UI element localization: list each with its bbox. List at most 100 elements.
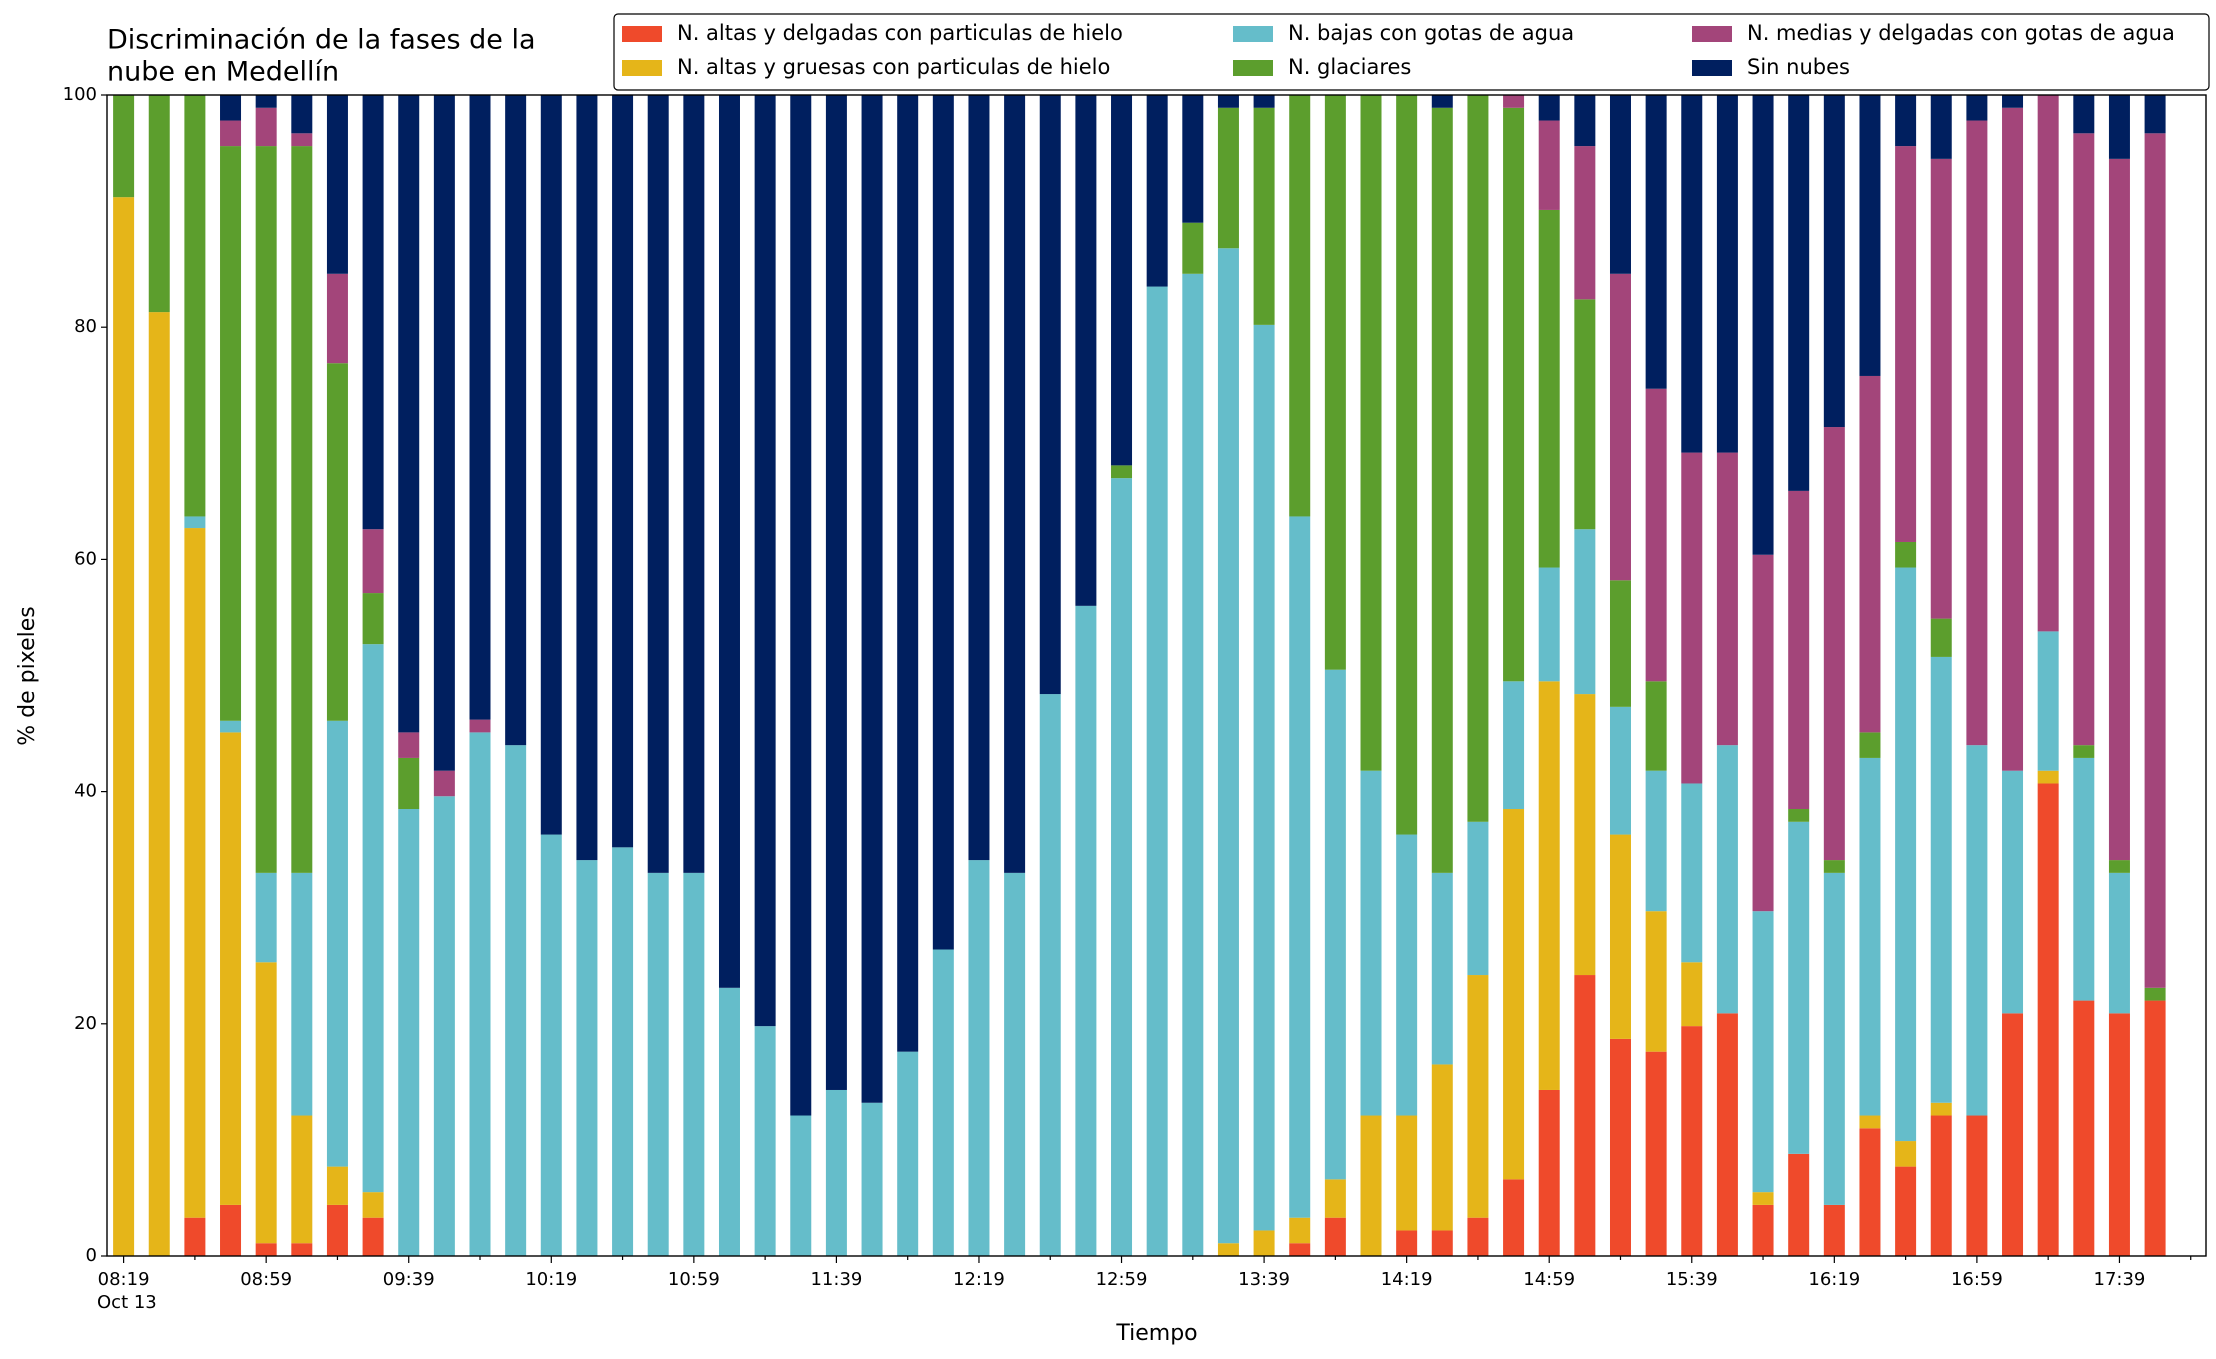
bar-segment	[1289, 1243, 1311, 1256]
bar-segment	[2002, 1013, 2024, 1256]
y-tick-label: 80	[74, 316, 97, 337]
bar-segment	[469, 95, 491, 720]
bar-segment	[1503, 809, 1525, 1180]
legend-label: N. glaciares	[1288, 55, 1411, 79]
legend-label: N. bajas con gotas de agua	[1288, 21, 1574, 45]
bar-segment	[433, 95, 455, 771]
bar-segment	[1253, 107, 1275, 325]
bar-segment	[1930, 95, 1952, 159]
bar-segment	[1289, 95, 1311, 517]
legend-label: Sin nubes	[1747, 55, 1850, 79]
bar-segment	[1859, 375, 1881, 733]
bar-segment	[1503, 681, 1525, 810]
bar-segment	[398, 809, 420, 1256]
bar-segment	[1217, 1243, 1239, 1256]
bar-segment	[1146, 95, 1168, 287]
y-tick-label: 100	[63, 84, 97, 105]
x-tick-label: 14:59	[1523, 1269, 1575, 1290]
bar-segment	[1681, 452, 1703, 784]
bar-segment	[1645, 388, 1667, 682]
bar-segment	[291, 133, 313, 147]
bar-segment	[184, 95, 206, 517]
bar-segment	[1895, 146, 1917, 542]
bar-segment	[1467, 821, 1489, 976]
bar-segment	[754, 95, 776, 1027]
bar-segment	[1788, 1153, 1810, 1256]
y-tick-label: 20	[74, 1013, 97, 1034]
bar-segment	[2073, 757, 2095, 1001]
bar-segment	[1253, 1230, 1275, 1256]
bar-segment	[1538, 209, 1560, 568]
bar-segment	[2002, 770, 2024, 1014]
bar-segment	[2073, 95, 2095, 134]
bar-segment	[1396, 834, 1418, 1116]
bar-segment	[1645, 95, 1667, 389]
bar-segment	[1752, 554, 1774, 912]
bar-segment	[326, 363, 348, 721]
bar-segment	[1681, 962, 1703, 1027]
x-tick-label: 13:39	[1238, 1269, 1290, 1290]
x-tick-label: 12:19	[953, 1269, 1005, 1290]
bar-segment	[825, 1089, 847, 1256]
x-tick-label: 08:19	[98, 1269, 150, 1290]
x-tick-label: 08:59	[240, 1269, 292, 1290]
legend-label: N. medias y delgadas con gotas de agua	[1747, 21, 2175, 45]
legend-swatch	[622, 60, 662, 76]
legend-swatch	[1233, 60, 1273, 76]
bar-segment	[1503, 107, 1525, 682]
bar-segment	[184, 1217, 206, 1256]
bar-segment	[1146, 286, 1168, 1256]
bar-segment	[576, 95, 598, 861]
bar-segment	[1574, 146, 1596, 300]
x-axis-label: Tiempo	[1115, 1321, 1197, 1346]
bar-segment	[1004, 95, 1026, 873]
bar-segment	[1645, 770, 1667, 912]
bar-segment	[1681, 95, 1703, 453]
bar-segment	[1895, 567, 1917, 1142]
bar-segment	[2037, 770, 2059, 784]
bar-segment	[1681, 783, 1703, 963]
bar-segment	[1574, 975, 1596, 1256]
bar-segment	[326, 95, 348, 274]
bar-segment	[505, 95, 527, 746]
bar-segment	[1217, 248, 1239, 1244]
bar-segment	[1823, 427, 1845, 861]
bar-segment	[1716, 95, 1738, 453]
bar-segment	[647, 95, 669, 873]
x-tick-label: 16:59	[1951, 1269, 2003, 1290]
bar-segment	[1111, 465, 1133, 479]
bar-segment	[1538, 95, 1560, 121]
bar-segment	[148, 312, 170, 1256]
bar-segment	[2073, 133, 2095, 746]
bar-segment	[255, 107, 277, 147]
bar-segment	[1752, 1192, 1774, 1205]
bar-segment	[683, 872, 705, 1256]
bar-segment	[1966, 745, 1988, 1116]
bar-segment	[1039, 694, 1061, 1256]
bar-segment	[683, 95, 705, 873]
bar-segment	[1538, 120, 1560, 210]
bar-segment	[1467, 975, 1489, 1218]
y-tick-label: 60	[74, 548, 97, 569]
bar-segment	[291, 1115, 313, 1244]
bar-segment	[1217, 107, 1239, 249]
bar-segment	[2037, 783, 2059, 1256]
bar-segment	[1859, 1128, 1881, 1256]
bar-segment	[1823, 860, 1845, 873]
legend-swatch	[622, 26, 662, 42]
bar-segment	[1538, 681, 1560, 1090]
legend-swatch	[1692, 26, 1732, 42]
bar-segment	[1467, 95, 1489, 822]
bar-segment	[1111, 95, 1133, 466]
x-tick-label: 11:39	[810, 1269, 862, 1290]
bar-segment	[291, 95, 313, 134]
bar-segment	[968, 95, 990, 861]
bar-segment	[1111, 478, 1133, 1256]
bar-segment	[1574, 299, 1596, 530]
legend-swatch	[1692, 60, 1732, 76]
bar-segment	[2144, 1000, 2166, 1256]
x-tick-label: 16:19	[1808, 1269, 1860, 1290]
bar-segment	[1039, 95, 1061, 695]
x-tick-label: 17:39	[2094, 1269, 2146, 1290]
